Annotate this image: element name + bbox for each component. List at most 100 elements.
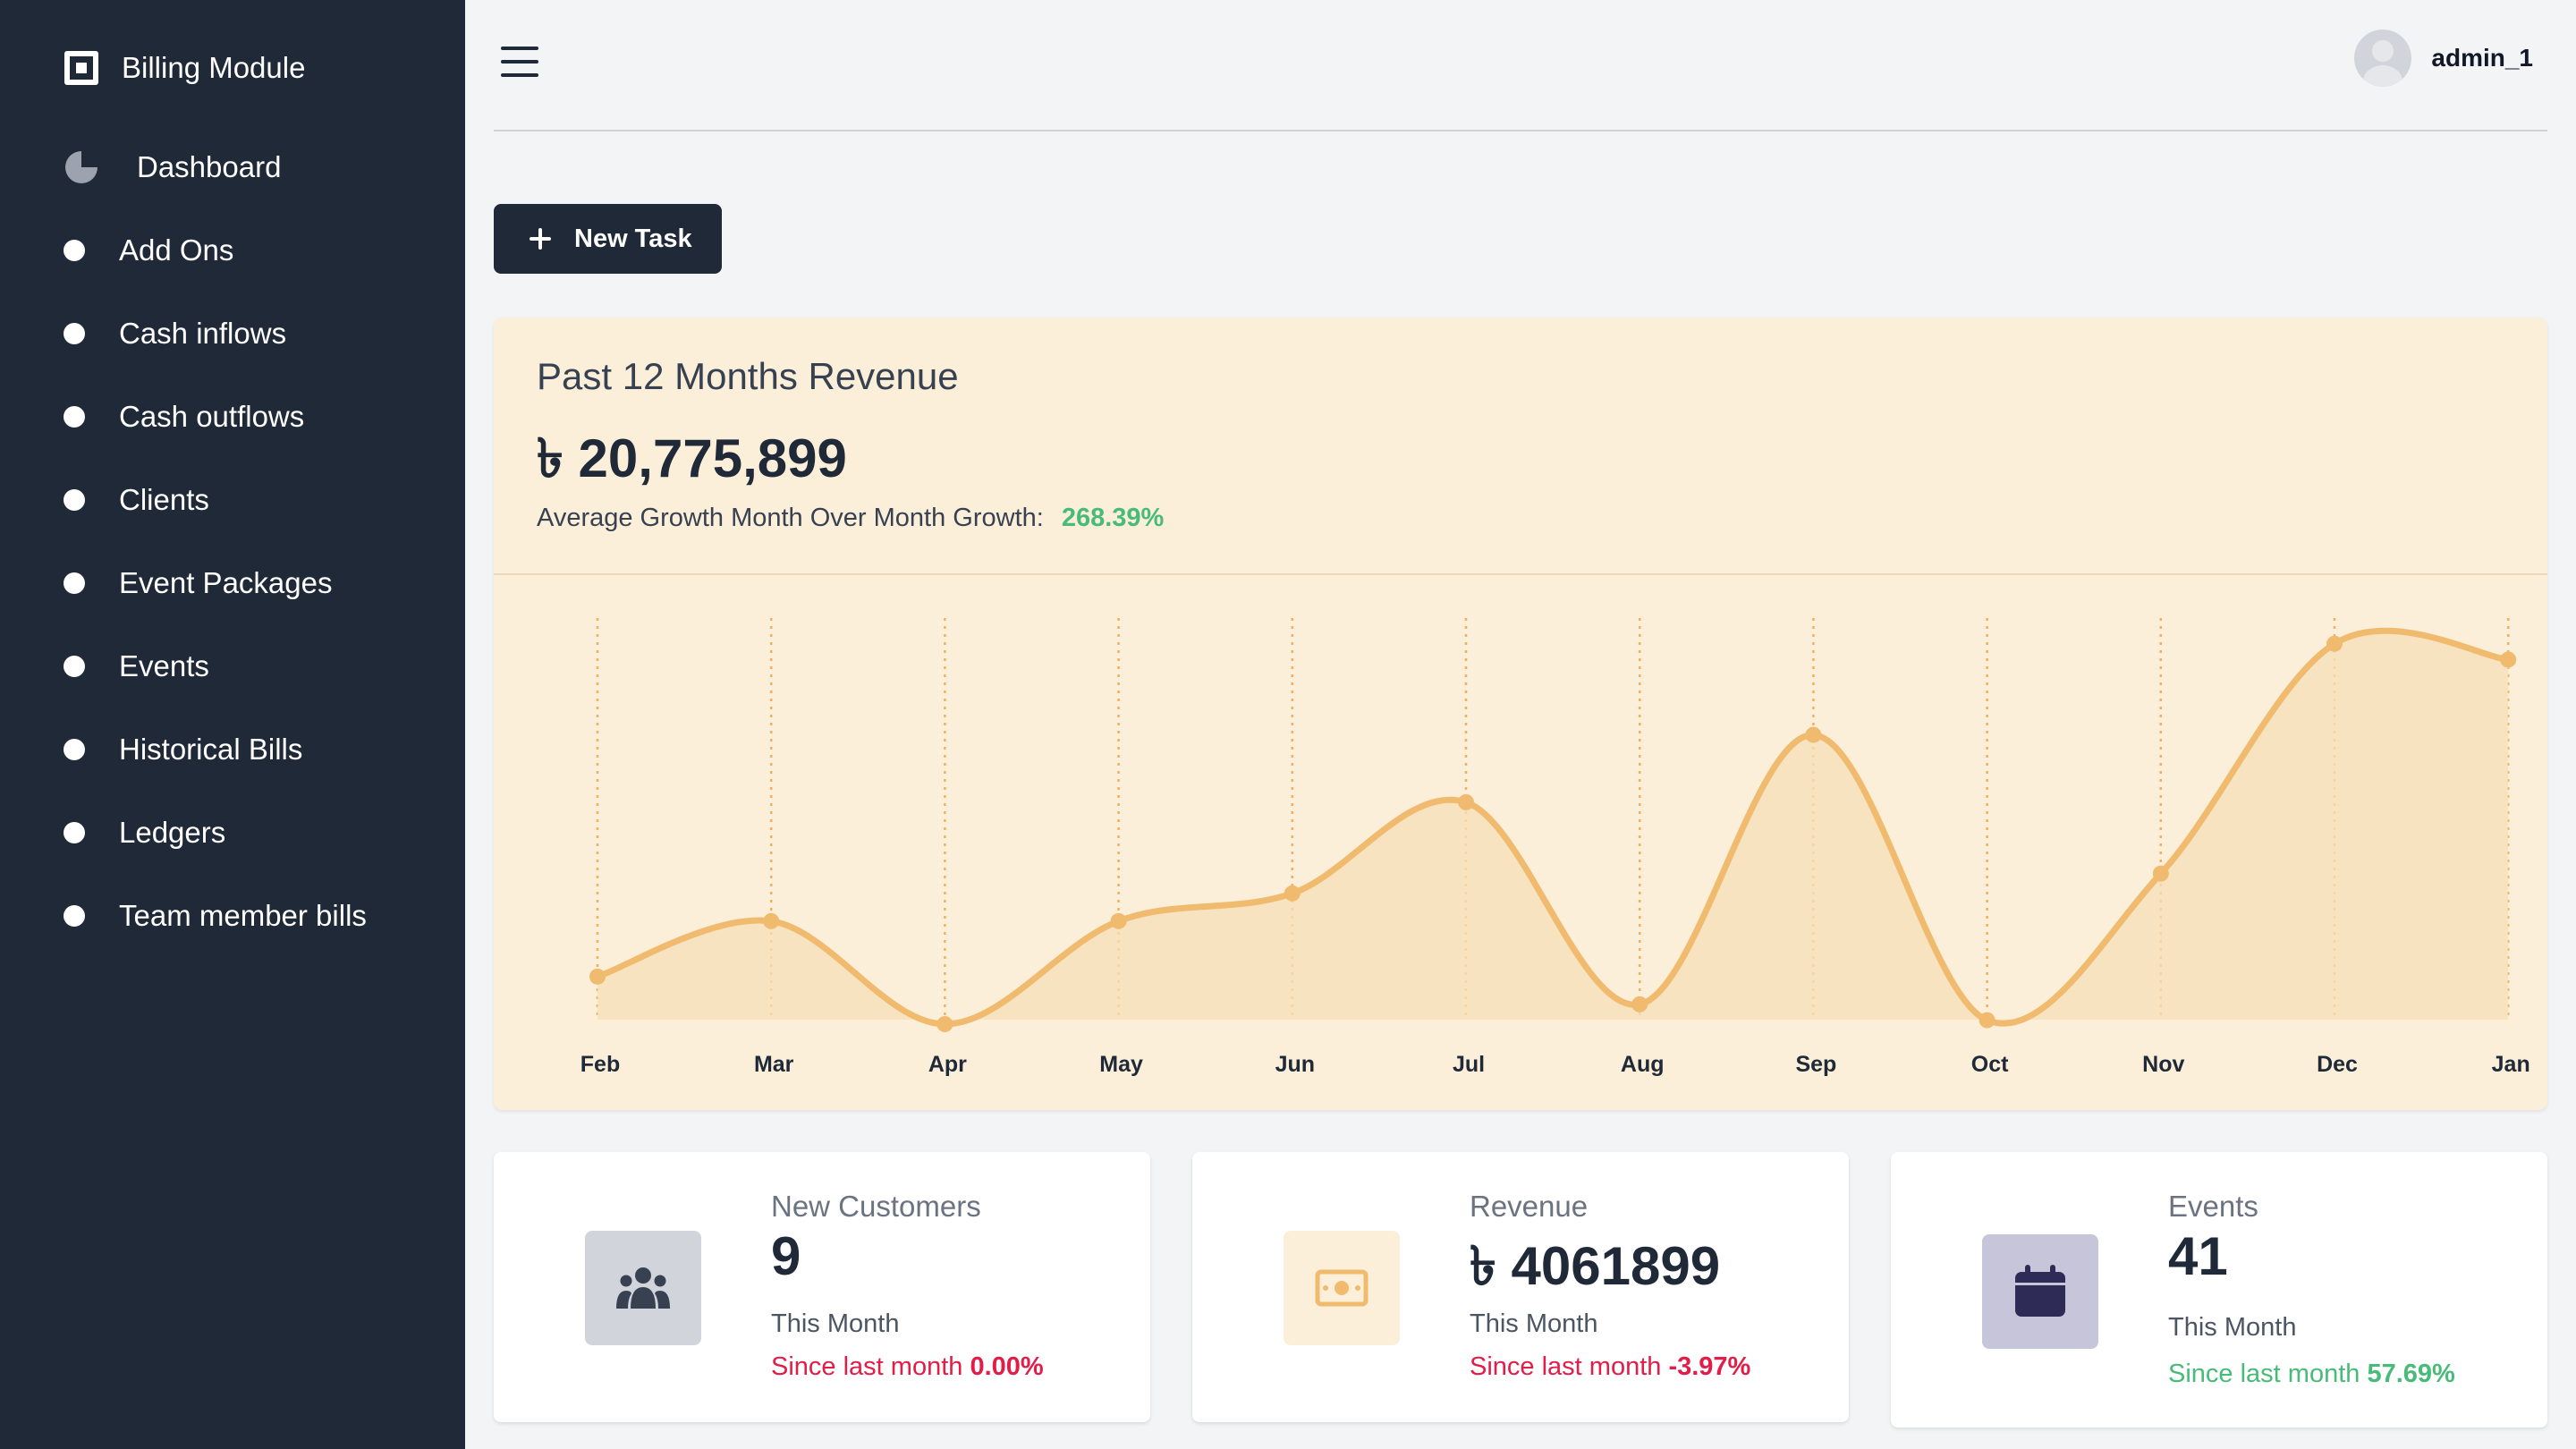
data-point[interactable]	[1979, 1012, 1996, 1029]
data-point[interactable]	[2152, 865, 2169, 882]
data-point[interactable]	[2326, 635, 2343, 652]
stat-change-value: 57.69%	[2367, 1360, 2455, 1388]
sidebar-item-label: Team member bills	[119, 898, 367, 932]
sidebar-item-cash-outflows[interactable]: Cash outflows	[0, 375, 465, 458]
x-tick-label: May	[1099, 1052, 1143, 1077]
sidebar-item-clients[interactable]: Clients	[0, 458, 465, 541]
revenue-divider	[494, 573, 2547, 575]
avatar	[2354, 30, 2412, 87]
x-tick-label: Jul	[1453, 1052, 1485, 1077]
bullet-icon	[64, 572, 85, 594]
stat-period: This Month	[2168, 1313, 2297, 1342]
sidebar-item-label: Cash inflows	[119, 316, 287, 350]
data-point[interactable]	[1110, 912, 1127, 929]
stat-label: New Customers	[771, 1190, 981, 1223]
stat-period: This Month	[1470, 1309, 1598, 1338]
sidebar-item-ledgers[interactable]: Ledgers	[0, 791, 465, 874]
sidebar: Billing Module Dashboard Add Ons Cash in…	[0, 0, 465, 1449]
revenue-chart: Feb Mar Apr May Jun Jul Aug Sep Oct Nov Dec Jan	[580, 618, 2530, 1077]
stat-card-new-customers: New Customers 9 This Month Since last mo…	[494, 1152, 1150, 1422]
stat-label: Events	[2168, 1190, 2258, 1223]
sidebar-item-add-ons[interactable]: Add Ons	[0, 208, 465, 292]
stat-card-revenue: Revenue ৳ 4061899 This Month Since last …	[1192, 1152, 1849, 1422]
data-point[interactable]	[1458, 793, 1474, 810]
data-point[interactable]	[1631, 996, 1648, 1013]
sidebar-item-dashboard[interactable]: Dashboard	[0, 125, 465, 208]
x-tick-label: Aug	[1621, 1052, 1665, 1077]
stat-change-label: Since last month	[2168, 1360, 2360, 1388]
plus-icon	[530, 228, 551, 250]
sidebar-item-cash-inflows[interactable]: Cash inflows	[0, 292, 465, 375]
x-tick-label: Jun	[1275, 1052, 1315, 1077]
bullet-icon	[64, 821, 85, 843]
stat-icon-box	[1284, 1231, 1400, 1345]
x-tick-label: Jan	[2492, 1052, 2530, 1077]
sidebar-item-team-member-bills[interactable]: Team member bills	[0, 874, 465, 957]
x-tick-label: Dec	[2317, 1052, 2358, 1077]
sidebar-item-label: Historical Bills	[119, 732, 303, 766]
username: admin_1	[2431, 44, 2533, 72]
x-tick-label: Oct	[1971, 1052, 2009, 1077]
x-tick-label: Feb	[580, 1052, 620, 1077]
money-icon	[1315, 1269, 1368, 1307]
bullet-icon	[64, 904, 85, 927]
header-divider	[494, 130, 2547, 131]
stat-change: Since last month -3.97%	[1470, 1352, 1750, 1382]
stat-card-events: Events 41 This Month Since last month 57…	[1891, 1152, 2547, 1428]
stat-change-label: Since last month	[771, 1352, 963, 1381]
data-point[interactable]	[763, 912, 780, 929]
stat-value: 41	[2168, 1226, 2228, 1286]
data-point[interactable]	[936, 1016, 953, 1032]
sidebar-item-label: Event Packages	[119, 565, 333, 599]
bullet-icon	[64, 655, 85, 677]
users-icon	[616, 1267, 670, 1309]
sidebar-item-historical-bills[interactable]: Historical Bills	[0, 708, 465, 791]
new-task-label: New Task	[574, 224, 692, 253]
sidebar-nav: Dashboard Add Ons Cash inflows Cash outf…	[0, 125, 465, 957]
pie-chart-icon	[65, 150, 97, 183]
hamburger-menu-icon[interactable]	[501, 47, 538, 77]
stat-change: Since last month 0.00%	[771, 1352, 1044, 1382]
data-point[interactable]	[1284, 885, 1301, 902]
stat-value: ৳ 4061899	[1470, 1236, 1721, 1296]
revenue-title: Past 12 Months Revenue	[537, 355, 959, 397]
data-point[interactable]	[1805, 726, 1822, 743]
sidebar-item-label: Events	[119, 648, 209, 682]
new-task-button[interactable]: New Task	[494, 204, 722, 274]
revenue-growth: Average Growth Month Over Month Growth: 2…	[537, 504, 1164, 533]
x-tick-label: Sep	[1795, 1052, 1836, 1077]
data-point[interactable]	[589, 968, 606, 985]
data-point[interactable]	[2500, 651, 2517, 668]
growth-label: Average Growth Month Over Month Growth:	[537, 504, 1044, 532]
sidebar-item-label: Dashboard	[137, 149, 282, 183]
revenue-amount: ৳ 20,775,899	[537, 428, 847, 488]
stat-icon-box	[585, 1231, 701, 1345]
brand[interactable]: Billing Module	[64, 50, 305, 86]
x-tick-label: Apr	[928, 1052, 967, 1077]
sidebar-item-event-packages[interactable]: Event Packages	[0, 541, 465, 624]
stat-icon-box	[1982, 1234, 2098, 1349]
stat-value: 9	[771, 1226, 801, 1286]
calendar-icon	[2015, 1265, 2065, 1317]
bullet-icon	[64, 322, 85, 344]
bullet-icon	[64, 488, 85, 511]
series-area	[597, 631, 2509, 1024]
user-menu[interactable]: admin_1	[2354, 29, 2533, 88]
bullet-icon	[64, 405, 85, 428]
sidebar-item-events[interactable]: Events	[0, 624, 465, 708]
revenue-card: Past 12 Months Revenue ৳ 20,775,899 Aver…	[494, 318, 2547, 1110]
stat-change-label: Since last month	[1470, 1352, 1662, 1381]
stat-label: Revenue	[1470, 1190, 1589, 1223]
sidebar-item-label: Ledgers	[119, 815, 226, 849]
stat-period: This Month	[771, 1309, 900, 1338]
brand-logo-icon	[64, 51, 98, 85]
sidebar-item-label: Clients	[119, 482, 209, 516]
sidebar-item-label: Add Ons	[119, 233, 234, 267]
stat-change: Since last month 57.69%	[2168, 1360, 2455, 1389]
bullet-icon	[64, 738, 85, 760]
growth-value: 268.39%	[1061, 504, 1165, 532]
bullet-icon	[64, 239, 85, 261]
x-tick-label: Nov	[2142, 1052, 2184, 1077]
sidebar-item-label: Cash outflows	[119, 399, 305, 433]
stat-change-value: 0.00%	[970, 1352, 1044, 1381]
